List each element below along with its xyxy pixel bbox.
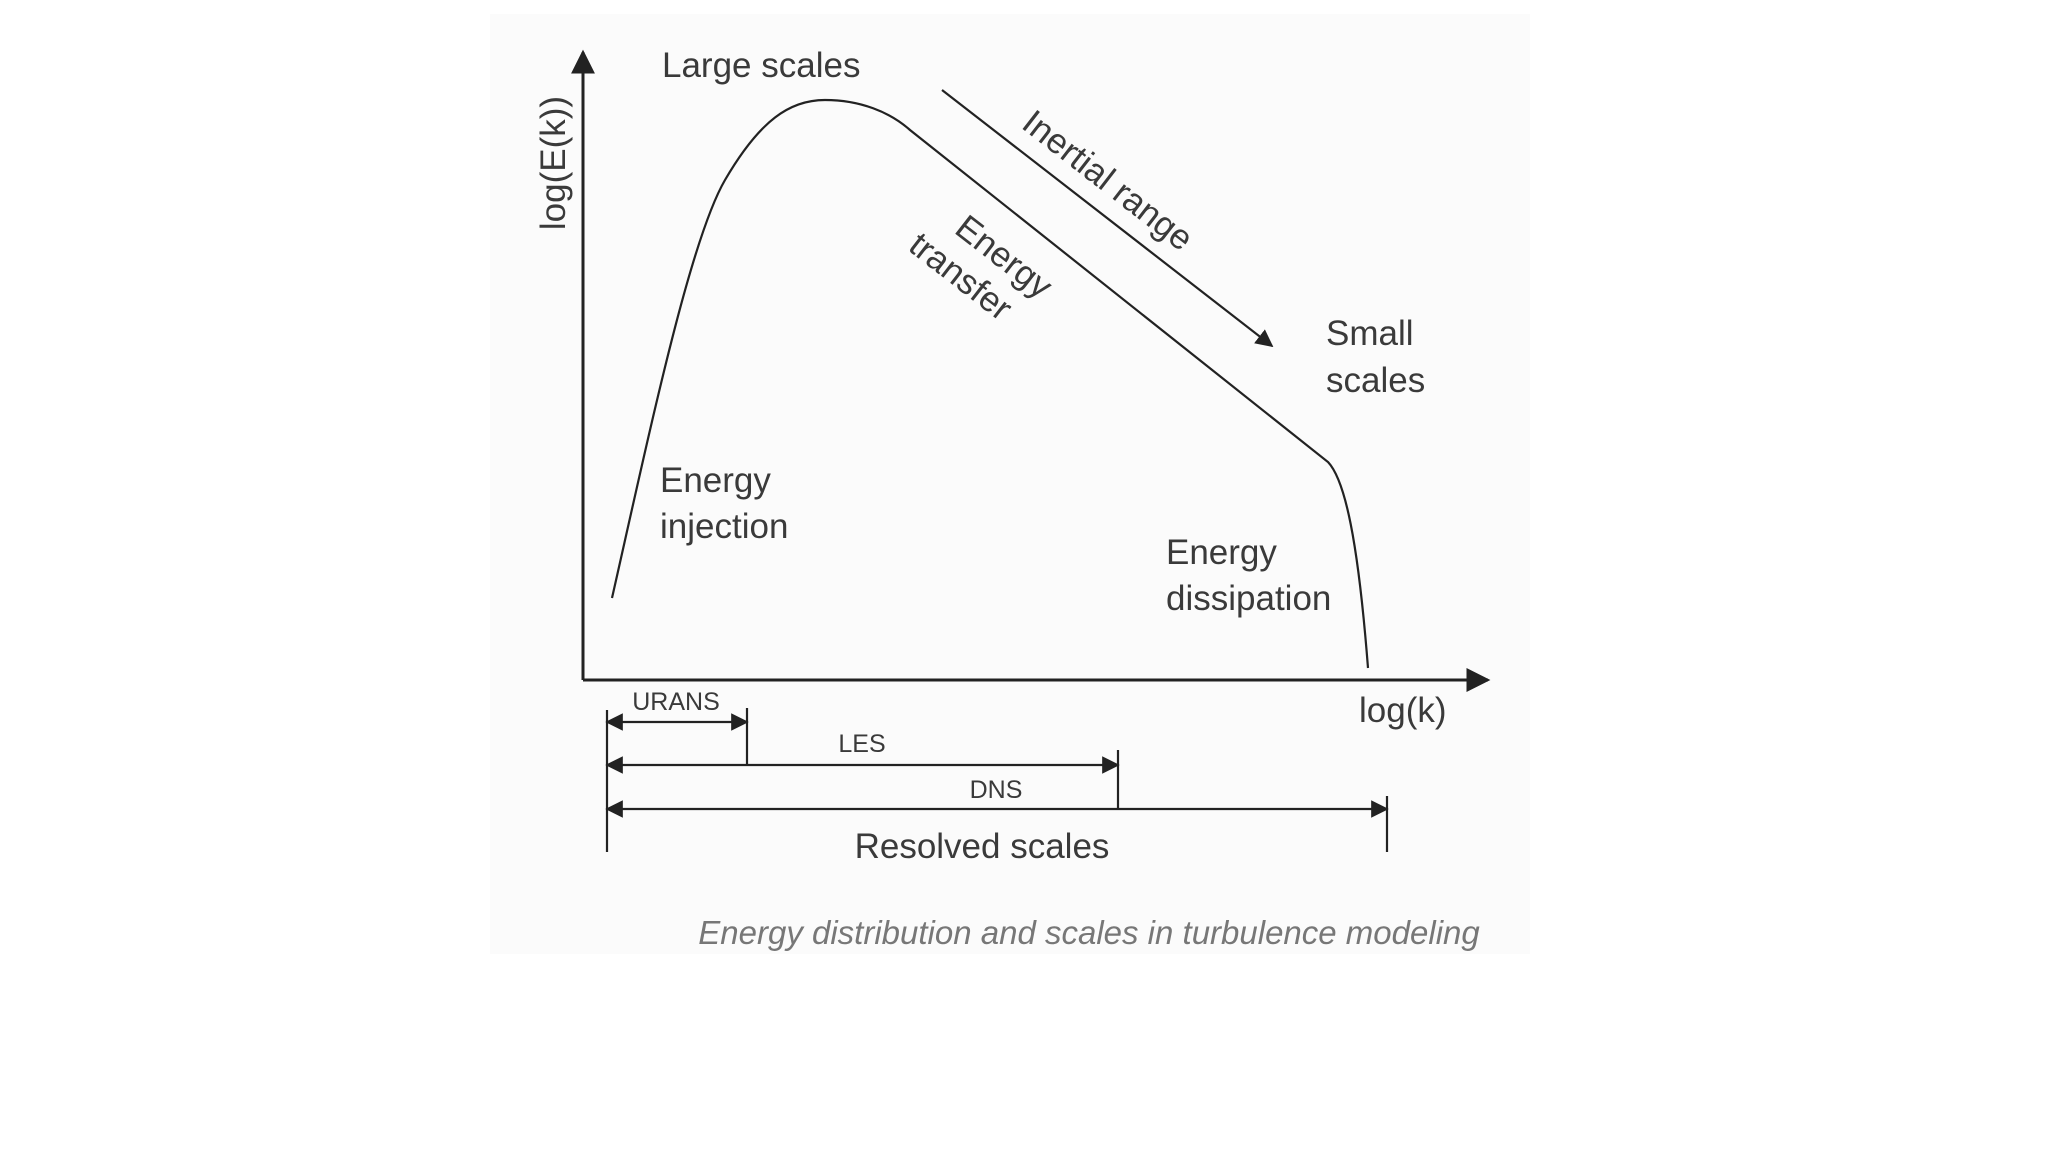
x-axis-label: log(k): [1359, 691, 1447, 730]
energy-spectrum-curve: [610, 98, 1370, 669]
dns-label: DNS: [970, 776, 1023, 804]
inertial-range-arrow: [941, 89, 1274, 348]
small-scales-line1: Small: [1326, 314, 1414, 353]
figure-panel: [490, 14, 1530, 954]
large-scales-label: Large scales: [662, 46, 860, 85]
range-brackets: [605, 708, 1389, 852]
small-scales-line2: scales: [1326, 361, 1425, 400]
energy-injection-line2: injection: [660, 507, 788, 546]
les-label: LES: [838, 730, 885, 758]
urans-label: URANS: [632, 688, 720, 716]
energy-dissipation-line1: Energy: [1166, 533, 1277, 572]
energy-transfer-label: Energy transfer: [902, 208, 1060, 329]
resolved-scales-label: Resolved scales: [855, 827, 1110, 866]
energy-dissipation-line2: dissipation: [1166, 579, 1331, 618]
figure-caption: Energy distribution and scales in turbul…: [698, 914, 1480, 951]
y-axis-label: log(E(k)): [534, 96, 573, 230]
energy-injection-line1: Energy: [660, 461, 771, 500]
